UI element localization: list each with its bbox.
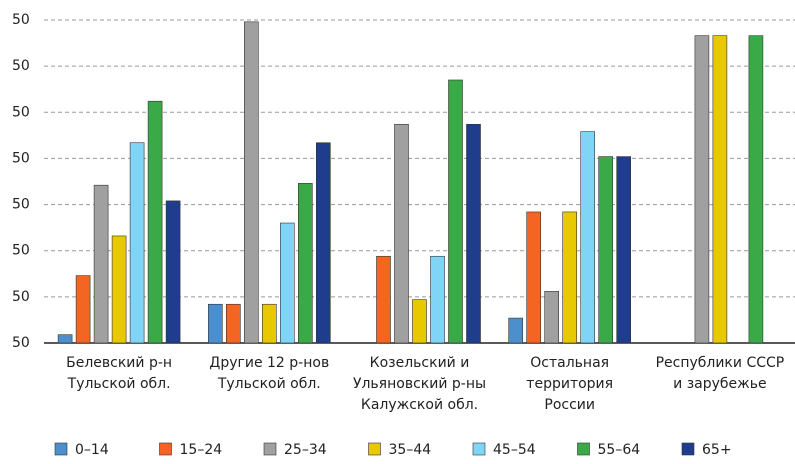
bar: [526, 211, 542, 344]
bar: [598, 156, 614, 344]
x-tick-label-line: Тульской обл.: [67, 376, 171, 392]
x-tick-label: Другие 12 р-нов Тульской обл.: [209, 355, 329, 392]
legend-label: 55–64: [598, 442, 641, 458]
bar: [297, 183, 313, 344]
x-tick-label: Белевский р-н Тульской обл.: [66, 355, 172, 392]
bar: [412, 299, 427, 344]
x-tick-label-line: России: [544, 397, 595, 413]
legend-label: 0–14: [75, 442, 109, 458]
legend-swatch: [159, 442, 172, 456]
bar: [75, 275, 91, 344]
bar: [616, 156, 632, 344]
x-tick-label-line: Остальная: [530, 355, 609, 371]
y-tick-label: 50: [12, 335, 30, 351]
bar: [694, 35, 710, 344]
bar: [226, 303, 241, 344]
legend-swatch: [681, 442, 695, 456]
x-tick-label: Республики СССР и зарубежье: [656, 355, 785, 392]
bar: [57, 334, 73, 344]
bar: [376, 255, 391, 344]
bar: [279, 222, 295, 344]
legend-swatch: [368, 442, 381, 456]
bar: [448, 79, 463, 344]
bar: [315, 142, 331, 344]
bar: [111, 235, 127, 344]
y-tick-label: 50: [12, 197, 30, 213]
x-tick-label-line: Другие 12 р-нов: [209, 355, 329, 371]
legend-swatch: [54, 442, 68, 456]
bar: [394, 123, 409, 344]
x-tick-label: Козельский и Ульяновский р-ны Калужской об…: [353, 355, 486, 413]
bar: [208, 303, 223, 344]
legend-swatch: [472, 442, 486, 456]
legend-label: 45–54: [493, 442, 536, 458]
legend-label: 65+: [702, 442, 732, 458]
y-tick-label: 50: [12, 58, 30, 74]
x-tick-label-line: Белевский р-н: [66, 355, 172, 371]
bar: [508, 317, 524, 344]
bar: [93, 184, 109, 344]
legend-label: 15–24: [180, 442, 223, 458]
bar: [712, 35, 728, 344]
x-tick-label: Остальная территория России: [526, 355, 613, 413]
bar: [430, 255, 445, 344]
y-tick-label: 50: [12, 150, 30, 166]
bar: [562, 211, 578, 344]
y-tick-label: 50: [12, 243, 30, 259]
y-tick-label: 50: [12, 12, 30, 28]
bar: [466, 123, 481, 344]
x-tick-label-line: Республики СССР: [656, 355, 785, 371]
bar: [147, 100, 163, 344]
bar: [261, 303, 277, 344]
bar: [129, 142, 145, 344]
bar: [165, 200, 181, 344]
bar: [748, 35, 764, 344]
x-tick-label-line: и зарубежье: [673, 376, 766, 392]
legend-swatch: [263, 442, 277, 456]
x-tick-label-line: территория: [526, 376, 613, 392]
x-tick-label-line: Тульской обл.: [217, 376, 321, 392]
x-tick-label-line: Ульяновский р-ны: [353, 376, 486, 392]
legend-label: 35–44: [389, 442, 432, 458]
bar: [580, 131, 596, 344]
y-tick-label: 50: [12, 104, 30, 120]
legend-swatch: [577, 442, 590, 456]
bar: [244, 21, 259, 344]
x-tick-label-line: Козельский и: [370, 355, 470, 371]
y-tick-label: 50: [12, 289, 30, 305]
legend-label: 25–34: [284, 442, 327, 458]
x-tick-label-line: Калужской обл.: [361, 397, 478, 413]
bar: [544, 291, 560, 344]
